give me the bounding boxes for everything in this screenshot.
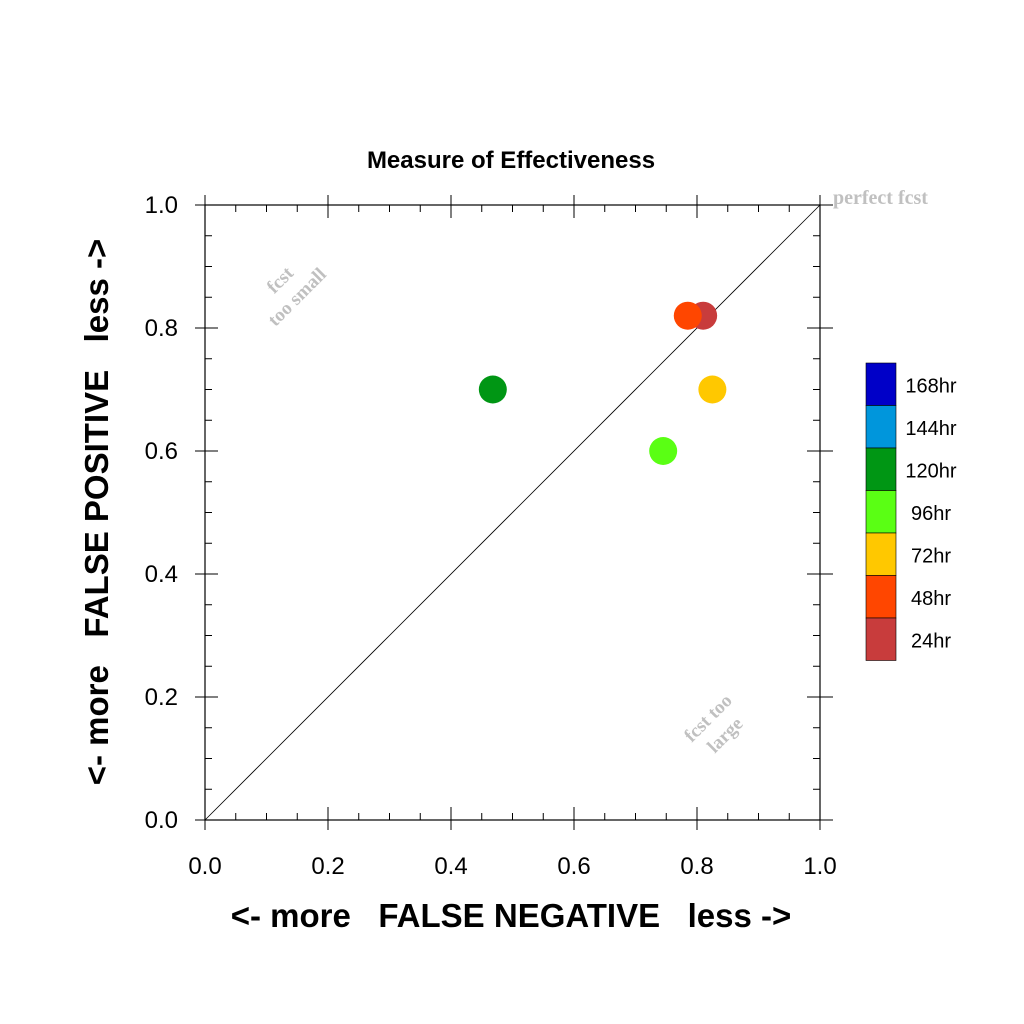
y-tick-label: 0.0 [145, 807, 178, 834]
legend-swatch-144hr [865, 405, 897, 449]
legend-label-120hr: 120hr [905, 460, 956, 482]
diagonal-reference-line [204, 204, 821, 821]
legend-swatch-72hr [865, 532, 897, 576]
x-tick-label: 0.0 [188, 853, 221, 880]
y-tick-label: 1.0 [145, 192, 178, 219]
legend-swatch-168hr [865, 362, 897, 406]
legend: 168hr 144hr 120hr 96hr 72hr 48hr 24hr [865, 362, 957, 661]
y-axis-label: <- more FALSE POSITIVE less -> [78, 239, 115, 786]
data-point-120hr [478, 375, 507, 404]
x-tick-label: 0.4 [434, 853, 467, 880]
legend-label-144hr: 144hr [905, 418, 956, 440]
legend-label-48hr: 48hr [911, 588, 951, 610]
x-tick-label: 1.0 [803, 853, 836, 880]
y-tick-label: 0.2 [145, 684, 178, 711]
data-point-48hr [673, 301, 702, 330]
x-tick-labels: 0.0 0.2 0.4 0.6 0.8 1.0 [188, 853, 836, 880]
too-small-annotation: fcst too small [263, 262, 331, 330]
perfect-forecast-annotation: perfect fcst [833, 187, 928, 209]
x-tick-label: 0.6 [557, 853, 590, 880]
x-tick-label: 0.2 [311, 853, 344, 880]
legend-label-168hr: 168hr [905, 375, 956, 397]
y-tick-label: 0.4 [145, 561, 178, 588]
data-point-72hr [698, 375, 727, 404]
y-tick-label: 0.8 [145, 315, 178, 342]
legend-label-72hr: 72hr [911, 545, 951, 567]
y-tick-labels: 0.0 0.2 0.4 0.6 0.8 1.0 [145, 192, 178, 834]
legend-label-96hr: 96hr [911, 503, 951, 525]
chart-title: Measure of Effectiveness [367, 147, 655, 174]
data-point-96hr [649, 437, 678, 465]
x-tick-label: 0.8 [680, 853, 713, 880]
too-large-annotation: fcst too large [680, 690, 747, 757]
x-axis-label: <- more FALSE NEGATIVE less -> [231, 897, 792, 934]
legend-swatch-48hr [865, 575, 897, 619]
legend-swatch-120hr [865, 447, 897, 491]
data-points [478, 301, 727, 465]
legend-swatch-96hr [865, 490, 897, 534]
axis-ticks [195, 195, 833, 830]
y-tick-label: 0.6 [145, 438, 178, 465]
legend-label-24hr: 24hr [911, 630, 951, 652]
legend-swatch-24hr [865, 617, 897, 661]
